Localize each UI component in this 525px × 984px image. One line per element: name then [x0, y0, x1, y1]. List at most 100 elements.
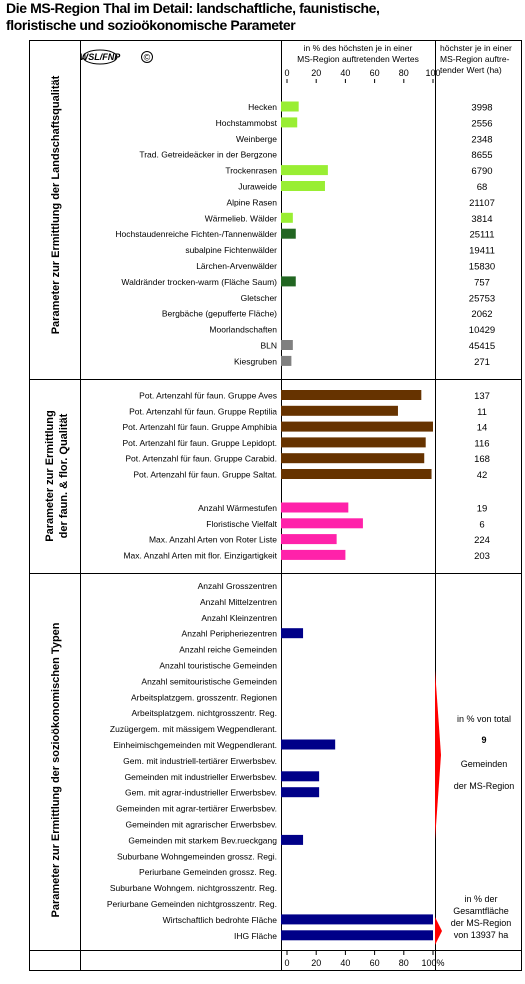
landscape-category-label: Wärmelieb. Wälder: [205, 213, 277, 223]
x-tick-bottom-label: 80: [399, 958, 409, 968]
landscape-max-value: 21107: [469, 198, 495, 209]
socioeconomic-category-label: Wirtschaftlich bedrohte Fläche: [163, 915, 278, 925]
flora-max-value: 6: [479, 519, 484, 530]
socioeconomic-category-label: Anzahl semitouristische Gemeinden: [141, 676, 277, 686]
landscape-category-label: Waldränder trocken-warm (Fläche Saum): [121, 277, 277, 287]
landscape-category-label: Hochstaudenreiche Fichten-/Tannenwälder: [115, 229, 277, 239]
x-tick-bottom-label: 40: [340, 958, 350, 968]
max-header-line-1: höchster je in einer: [440, 43, 512, 53]
fauna-max-value: 116: [474, 438, 489, 449]
logo: WSL/FNP ©: [80, 49, 153, 65]
flora-bar: [281, 518, 363, 529]
fauna-category-label: Pot. Artenzahl für faun. Gruppe Reptilia: [129, 406, 277, 416]
landscape-category-label: Gletscher: [241, 293, 278, 303]
landscape-category-label: BLN: [260, 341, 277, 351]
copyright-symbol: ©: [144, 53, 151, 63]
socioeconomic-category-label: Anzahl Mittelzentren: [200, 597, 277, 607]
max-header-line-2: MS-Region auftre-: [440, 54, 510, 64]
landscape-bar: [281, 355, 292, 366]
landscape-max-value: 2556: [471, 118, 492, 129]
landscape-category-label: Trockenrasen: [225, 166, 277, 176]
socioeconomic-bar: [281, 914, 433, 925]
x-tick-top-label: 40: [340, 68, 350, 78]
flora-category-label: Anzahl Wärmestufen: [198, 503, 277, 513]
landscape-max-value: 3998: [471, 103, 492, 114]
landscape-category-label: Lärchen-Arvenwälder: [196, 261, 277, 271]
socioeconomic-category-label: Einheimischgemeinden mit Wegpendlerant.: [113, 740, 277, 750]
pct-header-line-1: in % des höchsten je in einer: [304, 43, 413, 53]
landscape-bar: [281, 340, 293, 350]
title-line-2: floristische und sozioökonomische Parame…: [6, 17, 296, 33]
landscape-category-label: Weinberge: [236, 134, 277, 144]
section-title-socioeconomic: Parameter zur Ermittlung der sozioökonom…: [50, 622, 62, 917]
landscape-category-label: Juraweide: [238, 182, 277, 192]
red-wedge-area: [435, 917, 442, 945]
landscape-max-value: 15830: [469, 262, 495, 273]
socioeconomic-category-label: Anzahl Peripheriezentren: [182, 629, 278, 639]
landscape-max-value: 45415: [469, 341, 495, 352]
flora-max-value: 19: [477, 504, 488, 515]
socioeconomic-category-label: Gem. mit agrar-industrieller Erwerbsbev.: [125, 788, 277, 798]
fauna-bar: [281, 453, 425, 464]
x-tick-bottom-label: 20: [311, 958, 321, 968]
socioeconomic-category-label: Gemeinden mit industrieller Erwerbsbev.: [125, 772, 277, 782]
landscape-max-value: 25753: [469, 293, 495, 304]
fauna-max-value: 14: [477, 423, 488, 434]
flora-bar: [281, 502, 349, 513]
landscape-bar: [281, 101, 299, 112]
copyright-circle: [141, 51, 153, 63]
fauna-category-label: Pot. Artenzahl für faun. Gruppe Carabid.: [125, 454, 277, 464]
socioeconomic-category-label: Anzahl reiche Gemeinden: [179, 645, 277, 655]
fauna-bar: [281, 437, 426, 448]
landscape-max-value: 2348: [471, 134, 492, 145]
max-header-line-3: tender Wert (ha): [440, 65, 502, 75]
note-total-number: 9: [481, 735, 486, 745]
flora-max-value: 224: [474, 535, 490, 546]
x-tick-bottom-label: 60: [370, 958, 380, 968]
landscape-max-value: 68: [477, 182, 488, 193]
fauna-bar: [281, 469, 432, 479]
title-line-1: Die MS-Region Thal im Detail: landschaft…: [6, 0, 380, 16]
landscape-max-value: 6790: [471, 166, 492, 177]
socioeconomic-category-label: Anzahl Kleinzentren: [201, 613, 277, 623]
chart-rows: Hecken 3998 Hochstammobst 2556 Weinberge 2348…: [107, 101, 495, 941]
flora-max-value: 203: [474, 551, 490, 562]
fauna-bar: [281, 405, 398, 416]
socioeconomic-bar: [281, 834, 304, 845]
landscape-max-value: 10429: [469, 325, 495, 336]
x-tick-top-label: 80: [399, 68, 409, 78]
landscape-category-label: subalpine Fichtenwälder: [185, 245, 277, 255]
section-title-faun-flor-1: Parameter zur Ermittlung: [44, 410, 56, 541]
fauna-max-value: 137: [474, 391, 490, 402]
landscape-max-value: 271: [474, 357, 490, 368]
socioeconomic-category-label: Suburbane Wohngem. nichtgrosszentr. Reg.: [110, 883, 277, 893]
landscape-category-label: Hecken: [248, 102, 277, 112]
outer-frame: [29, 40, 522, 971]
note-total-line-1: in % von total: [457, 714, 511, 724]
socioeconomic-category-label: Anzahl touristische Gemeinden: [159, 661, 277, 671]
socioeconomic-category-label: Arbeitsplatzgem. grosszentr. Regionen: [131, 692, 277, 702]
fauna-category-label: Pot. Artenzahl für faun. Gruppe Amphibia: [122, 422, 277, 432]
landscape-bar: [281, 181, 325, 191]
fauna-bar: [281, 390, 422, 400]
socioeconomic-bar: [281, 787, 320, 798]
note-total-line-2: Gemeinden: [461, 759, 508, 769]
fauna-bar: [281, 421, 433, 432]
landscape-category-label: Moorlandschaften: [209, 325, 277, 335]
socioeconomic-category-label: Arbeitsplatzgem. nichtgrosszentr. Reg.: [131, 708, 277, 718]
flora-bar: [281, 534, 337, 545]
note-area-line-2: Gesamtfläche: [453, 906, 509, 916]
landscape-max-value: 19411: [469, 246, 495, 257]
page-title: Die MS-Region Thal im Detail: landschaft…: [6, 0, 521, 34]
note-area-line-1: in % der: [464, 894, 497, 904]
x-tick-top-label: 0: [284, 68, 289, 78]
note-area-line-3: der MS-Region: [451, 918, 512, 928]
socioeconomic-category-label: Gem. mit industriell-tertiärer Erwerbsbe…: [123, 756, 277, 766]
section-title-landscape: Parameter zur Ermittlung der Landschafts…: [50, 75, 62, 334]
socioeconomic-bar: [281, 930, 433, 941]
flora-bar: [281, 549, 346, 560]
socioeconomic-bar: [281, 771, 320, 782]
socioeconomic-category-label: Gemeinden mit agrarischer Erwerbsbev.: [126, 820, 278, 830]
socioeconomic-category-label: Periurbane Gemeinden nichtgrosszentr. Re…: [107, 899, 277, 909]
